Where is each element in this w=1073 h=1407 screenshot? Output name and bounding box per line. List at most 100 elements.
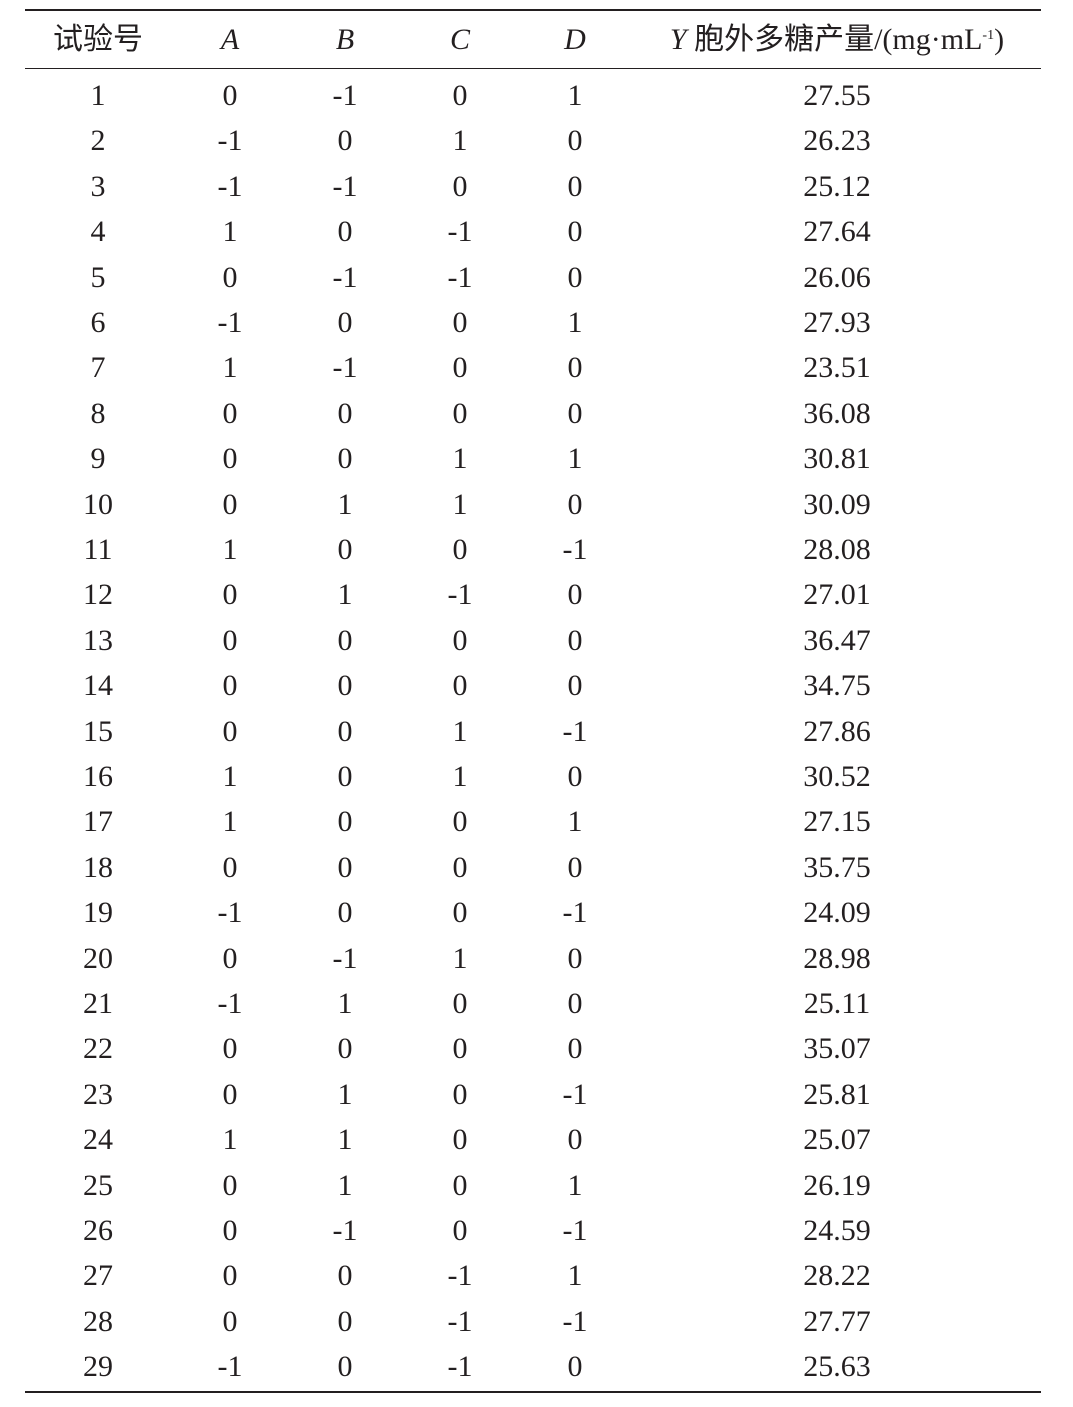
- header-d: D: [564, 23, 586, 56]
- cell-run: 24: [83, 1123, 113, 1157]
- cell-c: -1: [447, 260, 473, 294]
- header-y-sup: -1: [982, 28, 995, 43]
- header-y-label: 胞外多糖产量/(mg·mL: [694, 23, 983, 56]
- cell-d: 0: [567, 215, 583, 249]
- cell-a: -1: [217, 124, 243, 158]
- table-row: 24 1 1 0 0 25.07: [0, 1117, 1073, 1162]
- cell-run: 13: [83, 623, 113, 657]
- cell-a: 1: [222, 533, 238, 566]
- cell-run: 18: [83, 850, 113, 884]
- cell-y: 25.63: [803, 1350, 871, 1384]
- cell-y: 25.11: [803, 987, 871, 1020]
- cell-a: 1: [222, 215, 238, 249]
- cell-a: 0: [222, 1032, 238, 1066]
- cell-a: 0: [222, 669, 238, 703]
- cell-c: 0: [452, 396, 468, 430]
- cell-run: 5: [90, 260, 106, 294]
- cell-d: -1: [562, 1214, 588, 1247]
- table-row: 6 -1 0 0 1 27.93: [0, 300, 1073, 345]
- cell-c: 0: [452, 351, 468, 385]
- cell-y: 36.47: [803, 623, 871, 657]
- cell-a: 0: [222, 1259, 238, 1293]
- cell-c: -1: [447, 215, 473, 249]
- cell-c: 0: [452, 987, 468, 1020]
- cell-c: 1: [452, 442, 468, 476]
- cell-a: 0: [222, 1304, 238, 1338]
- cell-y: 30.81: [803, 442, 871, 476]
- cell-b: -1: [332, 941, 358, 975]
- cell-b: 0: [337, 306, 353, 339]
- table-row: 12 0 1 -1 0 27.01: [0, 572, 1073, 617]
- cell-c: 1: [452, 124, 468, 158]
- cell-a: 0: [222, 487, 238, 521]
- cell-d: 1: [567, 1168, 583, 1202]
- cell-b: 1: [337, 1077, 353, 1111]
- cell-y: 26.19: [803, 1168, 871, 1202]
- cell-c: -1: [447, 1259, 473, 1293]
- cell-b: 0: [337, 1259, 353, 1293]
- cell-b: -1: [332, 351, 358, 385]
- cell-c: 0: [452, 1032, 468, 1066]
- cell-run: 3: [90, 169, 106, 203]
- cell-a: 0: [222, 850, 238, 884]
- cell-y: 28.98: [803, 941, 871, 975]
- table-row: 8 0 0 0 0 36.08: [0, 391, 1073, 436]
- cell-d: 1: [567, 79, 583, 112]
- table-row: 1 0 -1 0 1 27.55: [0, 73, 1073, 118]
- cell-b: -1: [332, 169, 358, 203]
- cell-y: 27.55: [803, 79, 871, 112]
- header-rule: [25, 68, 1041, 69]
- cell-y: 26.23: [803, 124, 871, 158]
- cell-y: 27.01: [803, 578, 871, 612]
- table-row: 16 1 0 1 0 30.52: [0, 754, 1073, 799]
- header-y-symbol: Y: [669, 23, 687, 56]
- cell-c: 0: [452, 805, 468, 839]
- cell-d: 0: [567, 669, 583, 703]
- cell-c: 1: [452, 487, 468, 521]
- cell-y: 27.64: [803, 215, 871, 249]
- cell-b: 0: [337, 124, 353, 158]
- cell-d: 0: [567, 1123, 583, 1157]
- cell-d: -1: [562, 1304, 588, 1338]
- cell-b: 0: [337, 442, 353, 476]
- table-row: 2 -1 0 1 0 26.23: [0, 118, 1073, 163]
- cell-y: 28.22: [803, 1259, 871, 1293]
- cell-d: 0: [567, 351, 583, 385]
- cell-run: 29: [83, 1350, 113, 1384]
- cell-run: 27: [83, 1259, 113, 1293]
- cell-b: 0: [337, 805, 353, 839]
- cell-y: 36.08: [803, 396, 871, 430]
- cell-a: 0: [222, 1214, 238, 1247]
- cell-a: 0: [222, 623, 238, 657]
- cell-d: 0: [567, 760, 583, 793]
- cell-run: 4: [90, 215, 106, 249]
- cell-a: 0: [222, 578, 238, 612]
- header-c: C: [449, 23, 471, 56]
- cell-run: 25: [83, 1168, 113, 1202]
- cell-a: 1: [222, 1123, 238, 1157]
- table-row: 5 0 -1 -1 0 26.06: [0, 255, 1073, 300]
- table-row: 13 0 0 0 0 36.47: [0, 618, 1073, 663]
- cell-d: -1: [562, 714, 588, 748]
- cell-b: 1: [337, 578, 353, 612]
- cell-b: -1: [332, 79, 358, 112]
- cell-b: 0: [337, 1350, 353, 1384]
- table-row: 14 0 0 0 0 34.75: [0, 663, 1073, 708]
- cell-run: 15: [83, 714, 113, 748]
- top-rule: [25, 9, 1041, 11]
- cell-d: -1: [562, 533, 588, 566]
- cell-b: 0: [337, 623, 353, 657]
- cell-c: 1: [452, 714, 468, 748]
- cell-c: 0: [452, 1168, 468, 1202]
- table-row: 26 0 -1 0 -1 24.59: [0, 1208, 1073, 1253]
- cell-a: 0: [222, 1077, 238, 1111]
- cell-run: 22: [83, 1032, 113, 1066]
- cell-d: 0: [567, 487, 583, 521]
- cell-y: 35.75: [803, 850, 871, 884]
- cell-d: 1: [567, 1259, 583, 1293]
- table-row: 11 1 0 0 -1 28.08: [0, 527, 1073, 572]
- table-row: 18 0 0 0 0 35.75: [0, 845, 1073, 890]
- table-row: 7 1 -1 0 0 23.51: [0, 345, 1073, 390]
- cell-a: 0: [222, 442, 238, 476]
- cell-run: 7: [90, 351, 106, 385]
